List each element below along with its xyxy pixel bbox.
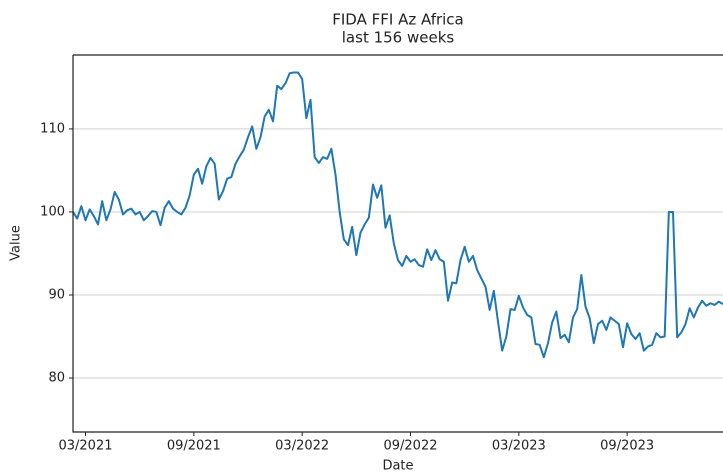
y-tick-label: 110 — [40, 121, 65, 136]
x-tick-label: 03/2021 — [58, 439, 112, 454]
chart-subtitle: last 156 weeks — [342, 29, 455, 47]
y-tick-label: 100 — [40, 204, 65, 219]
x-tick-label: 09/2022 — [383, 439, 437, 454]
x-axis-label: Date — [382, 459, 413, 474]
x-tick-label: 03/2023 — [492, 439, 546, 454]
y-tick-label: 90 — [48, 287, 65, 302]
x-tick-label: 03/2022 — [275, 439, 329, 454]
chart-title: FIDA FFI Az Africa — [332, 11, 464, 29]
plot-area — [72, 71, 723, 359]
data-line — [72, 71, 723, 359]
axes-frame — [72, 54, 723, 433]
x-tick-label: 09/2023 — [600, 439, 654, 454]
grid — [73, 128, 723, 379]
x-tick-label: 09/2021 — [167, 439, 221, 454]
y-axis-label: Value — [9, 225, 24, 261]
y-tick-label: 80 — [48, 371, 65, 386]
